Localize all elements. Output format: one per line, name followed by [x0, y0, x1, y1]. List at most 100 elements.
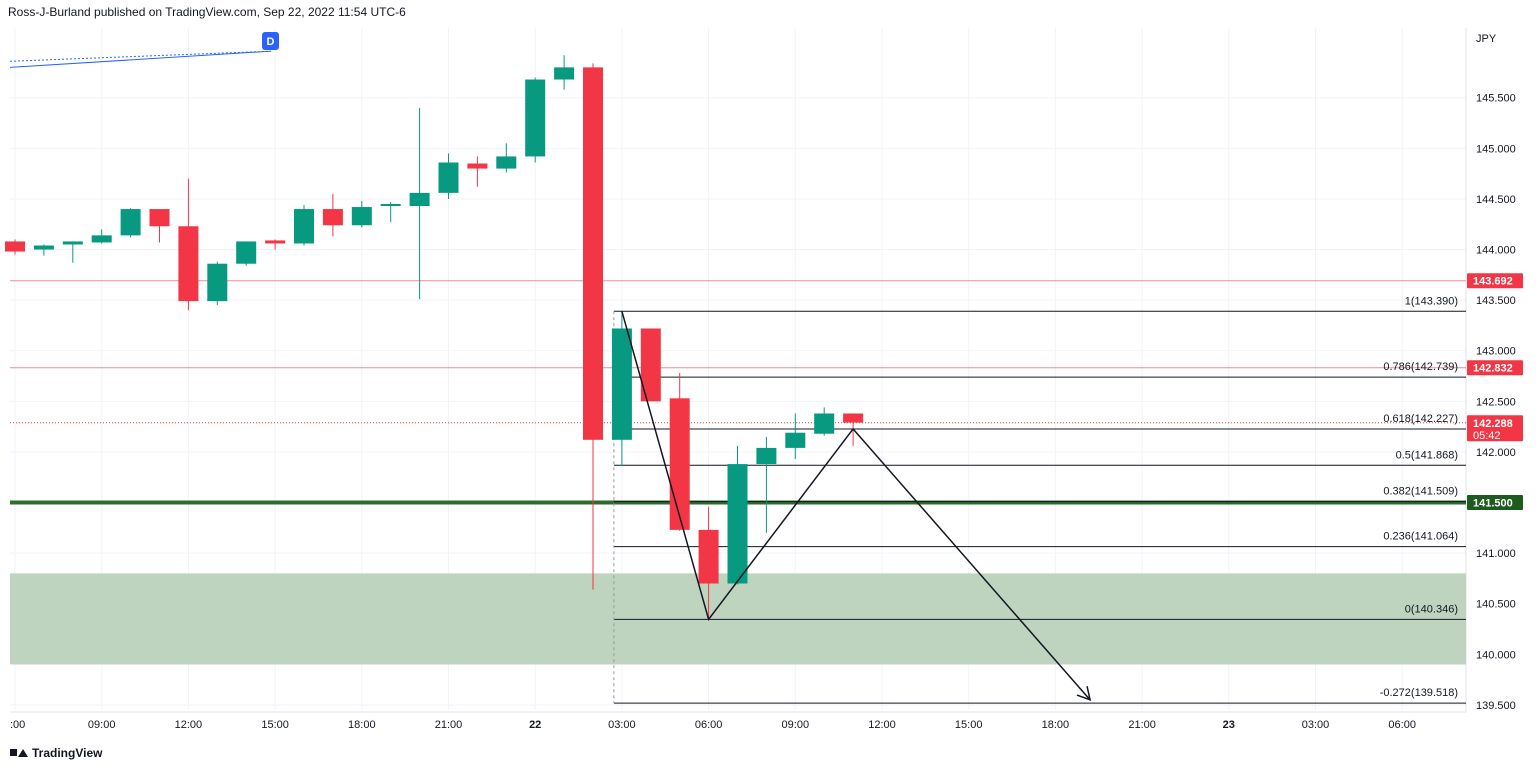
candle — [91, 229, 112, 244]
fib-level-label: -0.272(139.518) — [1380, 687, 1458, 699]
candle-body — [294, 209, 314, 244]
candle-body — [409, 192, 430, 207]
trend-lines[interactable] — [9, 50, 272, 68]
fibonacci-retracement[interactable]: 1(143.390) 0.786(142.739) 0.618(142.227) 0.… — [613, 295, 1466, 704]
publisher-line: Ross-J-Burland published on TradingView.… — [8, 5, 406, 19]
candle — [669, 373, 690, 531]
time-tick-label: 18:00 — [1042, 719, 1070, 731]
candle — [554, 55, 575, 90]
candle — [380, 201, 401, 223]
time-tick-label: 22 — [529, 719, 541, 731]
candle-body — [583, 67, 603, 440]
candle — [583, 63, 603, 590]
price-label-text: 141.500 — [1473, 498, 1513, 510]
candle — [785, 413, 806, 460]
price-label-text: 143.692 — [1473, 276, 1513, 288]
candle-body — [62, 241, 83, 245]
projection-path[interactable] — [621, 311, 1092, 702]
candle-body — [814, 413, 835, 434]
time-tick-label: 06:00 — [695, 719, 723, 731]
time-tick-label: 23 — [1223, 719, 1235, 731]
candle — [698, 506, 719, 619]
candle — [207, 261, 228, 306]
fib-level-label: 0.5(141.868) — [1396, 449, 1458, 461]
candle — [265, 239, 286, 250]
candle-body — [525, 79, 546, 157]
projection-arrowhead — [1076, 686, 1092, 702]
candle — [322, 193, 343, 237]
candle — [351, 200, 372, 228]
brand-label: TradingView — [32, 746, 103, 760]
candle — [5, 239, 25, 255]
candle-body — [120, 209, 141, 236]
candle — [178, 178, 199, 311]
price-tick-label: 140.500 — [1476, 599, 1516, 611]
candle-body — [611, 328, 632, 440]
candle — [525, 77, 546, 163]
candle-body — [756, 447, 777, 465]
candle-body — [496, 156, 517, 169]
time-tick-label: 06:00 — [1388, 719, 1416, 731]
candle-body — [91, 235, 112, 243]
candle — [727, 445, 748, 585]
price-tick-label: 145.500 — [1476, 93, 1516, 105]
candle-body — [554, 67, 575, 80]
time-tick-label: 12:00 — [175, 719, 203, 731]
price-label-box — [1467, 273, 1523, 289]
candle-body — [5, 241, 25, 252]
fib-level-label: 0.618(142.227) — [1383, 413, 1458, 425]
drawing-marker[interactable]: D — [262, 32, 279, 50]
fib-level-label: 0.236(141.064) — [1383, 531, 1458, 543]
price-tick-label: 140.000 — [1476, 649, 1516, 661]
candle-body — [236, 241, 257, 264]
fib-level-label: 0.786(142.739) — [1383, 361, 1458, 373]
price-label-text: 142.832 — [1473, 363, 1513, 375]
time-tick-label: 21:00 — [435, 719, 463, 731]
candle-body — [322, 209, 343, 226]
time-tick-label: 03:00 — [1302, 719, 1330, 731]
price-tick-label: 142.500 — [1476, 396, 1516, 408]
price-tick-label: 143.500 — [1476, 295, 1516, 307]
price-tick-label: 145.000 — [1476, 143, 1516, 155]
interval-marker-label: D — [267, 36, 275, 48]
candle — [611, 311, 632, 467]
interval-marker-box — [262, 32, 279, 50]
price-label-box — [1467, 415, 1523, 442]
candle — [409, 107, 430, 300]
fib-level-label: 0(140.346) — [1405, 603, 1458, 615]
candle-body — [698, 529, 719, 584]
candle — [467, 156, 488, 187]
price-tick-label: 144.500 — [1476, 194, 1516, 206]
candle-body — [467, 163, 488, 169]
fib-level-label: 0.382(141.509) — [1383, 486, 1458, 498]
candle — [756, 436, 777, 533]
candle — [438, 153, 459, 199]
time-tick-label: 21:00 — [1128, 719, 1156, 731]
candle-body — [265, 240, 286, 244]
time-tick-label: :00 — [10, 719, 25, 731]
time-tick-label: 09:00 — [88, 719, 116, 731]
candle-body — [843, 413, 864, 423]
trend-line — [9, 50, 272, 62]
candle-body — [207, 263, 228, 302]
time-tick-label: 15:00 — [955, 719, 983, 731]
countdown-label: 05:42 — [1473, 430, 1501, 442]
candle-body — [149, 209, 170, 227]
time-tick-label: 09:00 — [782, 719, 810, 731]
price-label-box — [1467, 360, 1523, 376]
candles — [5, 55, 864, 619]
time-tick-label: 15:00 — [261, 719, 289, 731]
time-tick-label: 18:00 — [348, 719, 376, 731]
time-axis[interactable]: :00 09:00 12:00 15:00 18:00 21:00 22 03:00 06:00… — [10, 719, 1416, 731]
price-tick-label: 143.000 — [1476, 346, 1516, 358]
candle — [62, 241, 83, 263]
candle — [496, 143, 517, 173]
candle — [814, 407, 835, 436]
time-tick-label: 03:00 — [608, 719, 636, 731]
candle — [294, 205, 314, 246]
price-tick-label: 142.000 — [1476, 447, 1516, 459]
candle — [640, 328, 661, 402]
candle — [149, 209, 170, 243]
